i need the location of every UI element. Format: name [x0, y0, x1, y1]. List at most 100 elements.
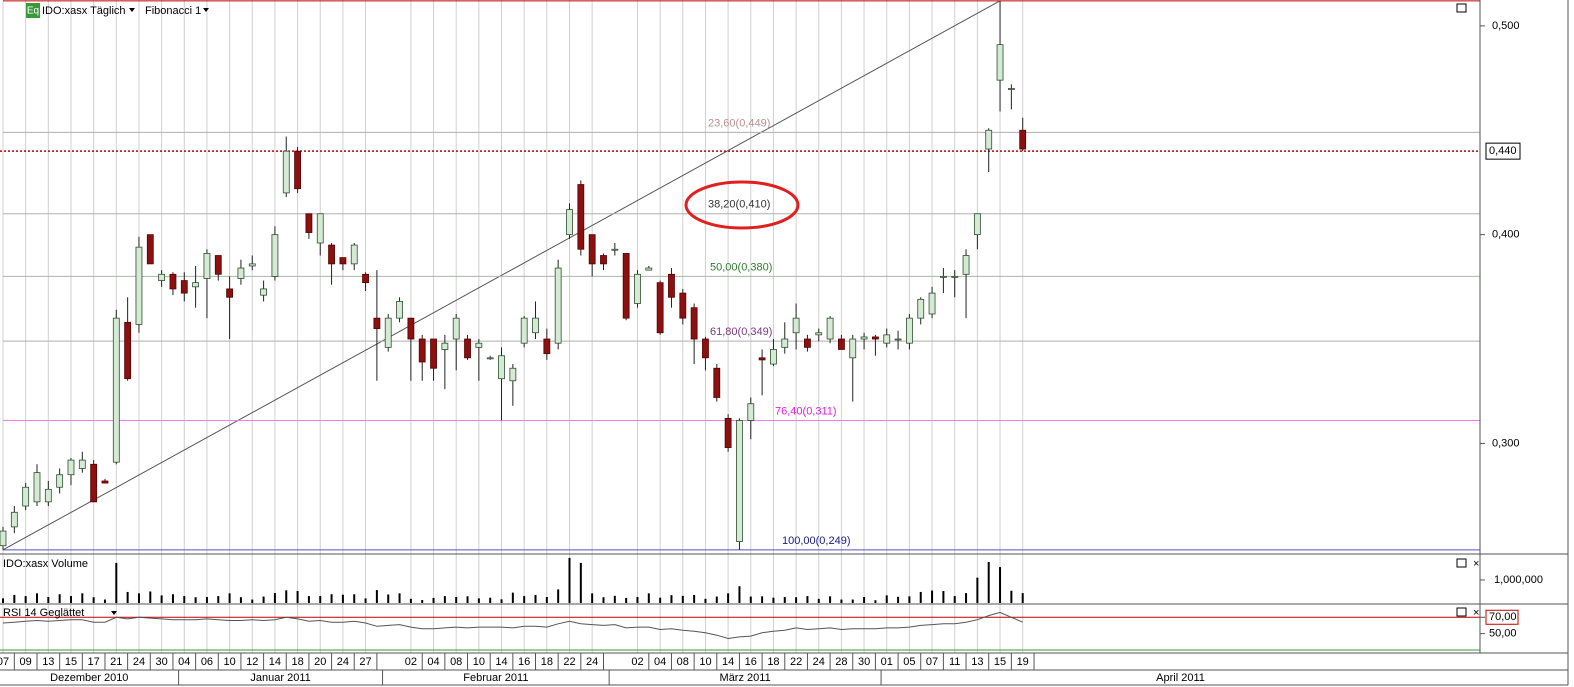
- candle-body: [520, 317, 528, 344]
- volume-bar: [874, 600, 877, 603]
- y-tick-label: 0,300: [1492, 437, 1520, 449]
- volume-bar: [92, 597, 95, 603]
- candle-body: [588, 234, 596, 265]
- candle-body: [260, 288, 267, 296]
- candle-body: [158, 273, 166, 281]
- candle-body: [713, 367, 721, 398]
- volume-bar: [557, 589, 560, 603]
- x-tick-label: 05: [903, 656, 915, 668]
- candle-body: [430, 338, 437, 369]
- x-tick-label: 24: [813, 656, 825, 668]
- candle-body: [10, 511, 18, 528]
- candle-body: [622, 253, 630, 319]
- month-label: März 2011: [720, 672, 771, 684]
- x-tick-label: 08: [450, 656, 462, 668]
- candle-body: [860, 336, 868, 340]
- candle-body: [849, 338, 857, 359]
- volume-bar: [625, 597, 628, 603]
- candle-body: [747, 403, 755, 421]
- volume-bar: [999, 567, 1002, 603]
- marks-layer: [0, 0, 1480, 651]
- candle-body: [509, 367, 517, 382]
- volume-bar: [704, 598, 707, 603]
- candle-body: [951, 275, 959, 278]
- x-tick-label: 11: [949, 656, 960, 668]
- volume-bar: [919, 591, 922, 603]
- volume-bar: [387, 594, 390, 603]
- candle-body: [656, 282, 664, 334]
- candle-body: [373, 317, 381, 329]
- month-label: Januar 2011: [250, 672, 310, 684]
- chart-title[interactable]: IDO:xasx Täglich: [42, 5, 126, 17]
- candle-body: [758, 357, 766, 361]
- volume-bar: [489, 597, 492, 603]
- x-tick-label: 30: [858, 656, 870, 668]
- badge: [26, 3, 40, 18]
- y-tick-label: 0,500: [1492, 20, 1520, 32]
- highlight-ellipse: [684, 180, 800, 230]
- close-button[interactable]: ×: [1473, 607, 1479, 619]
- x-tick-label: 16: [745, 656, 757, 668]
- candle-body: [101, 480, 109, 484]
- fib-label: 38,20(0,410): [708, 199, 770, 211]
- month-label: Februar 2011: [463, 672, 528, 684]
- candle-body: [973, 213, 981, 236]
- candle-body: [192, 282, 200, 288]
- candle-body: [396, 301, 403, 319]
- x-tick-label: 06: [201, 656, 213, 668]
- x-tick-label: 12: [246, 656, 258, 668]
- volume-bar: [421, 600, 424, 603]
- candle-body: [90, 463, 98, 503]
- volume-bar: [681, 595, 684, 603]
- volume-bar: [942, 591, 945, 603]
- dropdown-icon[interactable]: [129, 8, 135, 12]
- maximize-button[interactable]: [1456, 3, 1467, 13]
- maximize-button[interactable]: [1456, 558, 1467, 568]
- volume-bar: [137, 593, 140, 603]
- candle-body: [996, 44, 1004, 81]
- volume-bar: [217, 596, 220, 603]
- volume-bar: [81, 593, 84, 603]
- x-tick-label: 04: [178, 656, 190, 668]
- volume-bar: [783, 597, 786, 603]
- panel-title: RSI 14 Geglättet: [3, 607, 84, 619]
- volume-bar: [1021, 593, 1024, 603]
- candle-body: [22, 486, 30, 507]
- candle-body: [384, 317, 392, 348]
- close-button[interactable]: ×: [1473, 558, 1479, 570]
- maximize-button[interactable]: [1456, 607, 1467, 617]
- x-tick-label: 17: [88, 656, 100, 668]
- x-tick-label: 13: [971, 656, 983, 668]
- tick-box: [1485, 609, 1519, 625]
- volume-bar: [47, 597, 50, 603]
- volume-bar: [13, 594, 16, 603]
- volume-bar: [693, 594, 696, 603]
- dropdown-icon[interactable]: [203, 8, 209, 12]
- dropdown-icon[interactable]: [111, 611, 117, 615]
- y-tick-label: 50,00: [1489, 628, 1517, 640]
- indicator-title[interactable]: Fibonacci 1: [145, 5, 201, 17]
- volume-bar: [795, 597, 798, 603]
- volume-bar: [194, 597, 197, 603]
- volume-bar: [239, 597, 242, 603]
- volume-bar: [443, 596, 446, 603]
- candle-body: [67, 459, 75, 476]
- volume-bar: [987, 561, 990, 603]
- candle-body: [362, 273, 369, 284]
- volume-bar: [965, 593, 968, 603]
- volume-bar: [500, 599, 503, 603]
- fib-label: 61,80(0,349): [710, 326, 772, 338]
- volume-bar: [523, 596, 526, 603]
- candle-body: [33, 472, 41, 503]
- x-tick-label: 02: [631, 656, 643, 668]
- candle-body: [1007, 88, 1015, 90]
- volume-bar: [659, 597, 662, 603]
- last-price-box: [1485, 142, 1521, 160]
- x-tick-label: 14: [722, 656, 734, 668]
- volume-bar: [591, 593, 594, 603]
- y-tick-label: 1,000,000: [1494, 574, 1543, 586]
- candle-body: [441, 342, 449, 350]
- volume-bar: [931, 590, 934, 603]
- rsi-line: [2, 611, 1023, 640]
